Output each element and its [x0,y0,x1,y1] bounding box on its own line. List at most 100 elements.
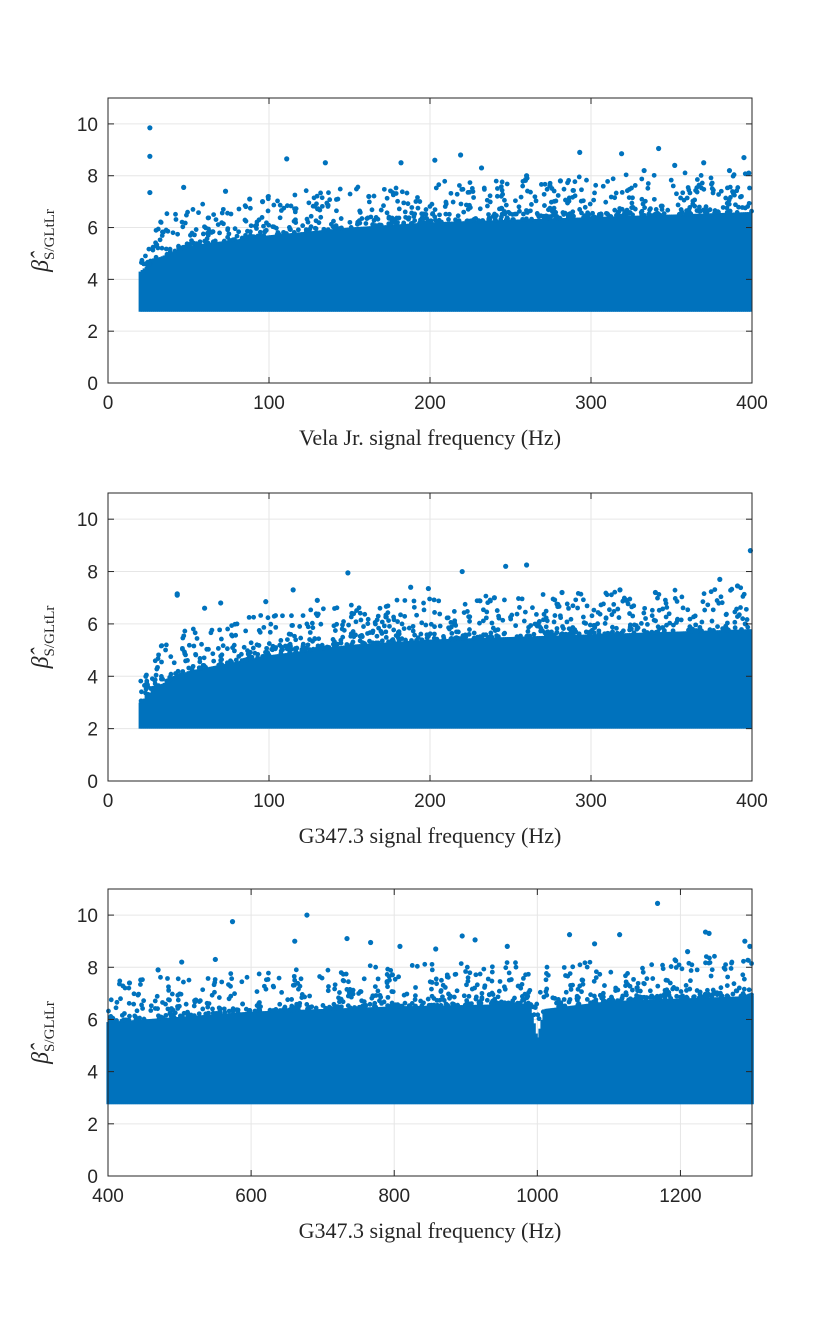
scatter-band-column [440,221,444,312]
scatter-point [188,1013,193,1019]
scatter-point [584,964,590,970]
scatter-point [458,961,464,966]
scatter-point [292,977,298,983]
scatter-point [226,996,232,1002]
scatter-point [384,614,389,620]
scatter-point [431,597,437,603]
scatter-point [651,172,657,178]
scatter-point [127,1013,132,1019]
scatter-band-column [348,1008,352,1105]
scatter-band-column [712,997,716,1105]
scatter-band-column [200,1015,204,1105]
scatter-band-column [504,219,508,312]
scatter-outlier-point [656,145,662,152]
scatter-point [288,203,294,209]
scatter-band-column [304,650,308,729]
scatter-band-column [200,243,204,312]
scatter-band-column [192,244,196,312]
scatter-point [487,193,493,199]
scatter-point [551,619,557,625]
scatter-point [580,597,586,603]
scatter-point [418,631,424,637]
scatter-point [229,976,235,982]
scatter-point [720,205,726,210]
scatter-point [339,626,345,632]
scatter-point [313,1005,319,1011]
scatter-point [529,216,534,222]
scatter-point [565,973,571,979]
scatter-band-column [210,666,214,729]
scatter-band-column [690,998,694,1105]
scatter-band-column [446,221,450,312]
scatter-band-column [582,634,586,729]
scatter-point [666,990,672,995]
scatter-point [139,257,145,263]
scatter-band-column [154,686,158,729]
scatter-band-column [502,1004,506,1105]
scatter-point [409,638,414,643]
panel-1-x-axis-label: Vela Jr. signal frequency (Hz) [299,425,561,450]
scatter-band-column [192,669,196,729]
scatter-point [718,594,724,600]
scatter-band-column [126,1020,130,1105]
scatter-band-column [180,674,184,729]
scatter-outlier-point [408,584,414,590]
scatter-band-column [338,228,342,312]
scatter-point [502,597,507,603]
scatter-band-column [582,1004,586,1105]
scatter-point [141,998,147,1004]
scatter-point [443,201,449,207]
scatter-outlier-point [617,587,623,593]
scatter-point [293,967,299,973]
scatter-point [197,659,203,665]
x-tick-label: 400 [736,791,768,812]
scatter-band-column [288,233,292,312]
scatter-band-column [740,629,744,729]
scatter-band-column [450,638,454,729]
scatter-band-column [420,1005,424,1105]
scatter-band-column [220,1013,224,1105]
scatter-point [710,607,716,613]
scatter-point [235,1010,241,1015]
scatter-outlier-point [218,600,224,606]
scatter-point [593,969,599,975]
scatter-band-column [388,224,392,312]
scatter-band-column [726,996,730,1105]
scatter-outlier-point [747,943,753,950]
scatter-band-column [594,217,598,312]
scatter-point [185,657,190,663]
scatter-band-column [284,653,288,729]
scatter-point [441,997,447,1003]
scatter-point [428,218,434,224]
scatter-point [370,630,375,636]
scatter-point [552,613,558,618]
scatter-band-column [366,1007,370,1105]
scatter-band-column [738,212,742,312]
scatter-band-column [164,1017,168,1105]
scatter-point [279,644,284,650]
scatter-band-column [244,659,248,729]
scatter-band-column [632,1000,636,1105]
scatter-point [570,603,576,609]
scatter-band-column [628,215,632,312]
scatter-band-column [508,1004,512,1105]
scatter-band-column [562,218,566,312]
scatter-band-column [676,998,680,1105]
scatter-band-column [670,631,674,729]
scatter-point [471,630,477,636]
scatter-band-column [212,666,216,729]
scatter-point [126,985,132,991]
scatter-band-column [560,218,564,312]
scatter-point [699,619,705,625]
scatter-band-column [568,635,572,729]
scatter-band-column [224,240,228,312]
scatter-point [246,615,252,620]
scatter-band-column [652,632,656,729]
scatter-band-column [422,639,426,729]
scatter-point [506,970,512,976]
scatter-point [347,219,353,225]
scatter-point [740,972,746,978]
scatter-band-column [676,214,680,312]
scatter-band-column [398,224,402,312]
scatter-band-column [266,655,270,729]
